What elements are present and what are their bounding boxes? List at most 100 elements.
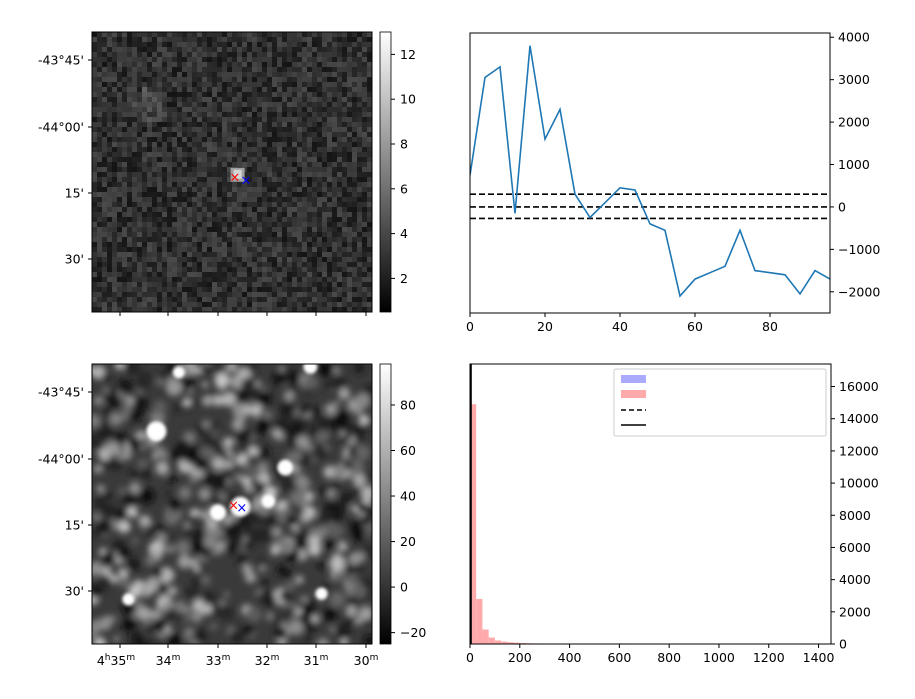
filter-pixel bbox=[302, 257, 308, 263]
filter-pixel bbox=[197, 202, 203, 208]
filter-pixel bbox=[302, 272, 308, 278]
filter-pixel bbox=[287, 82, 293, 88]
filter-pixel bbox=[107, 262, 113, 268]
filter-pixel bbox=[277, 37, 283, 43]
filter-pixel bbox=[297, 157, 303, 163]
histogram-bar-detection bbox=[501, 641, 508, 644]
gleam-sources bbox=[122, 364, 328, 606]
filter-pixel bbox=[172, 227, 178, 233]
filter-pixel bbox=[167, 252, 173, 258]
filter-pixel bbox=[202, 122, 208, 128]
filter-pixel bbox=[307, 167, 313, 173]
filter-pixel bbox=[307, 252, 313, 258]
filter-pixel bbox=[222, 302, 228, 308]
filter-pixel bbox=[297, 217, 303, 223]
filter-pixel bbox=[217, 87, 223, 93]
filter-pixel bbox=[92, 137, 98, 143]
filter-pixel bbox=[127, 47, 133, 53]
filter-pixel bbox=[212, 52, 218, 58]
filter-pixel bbox=[157, 72, 163, 78]
filter-pixel bbox=[367, 307, 373, 313]
filter-pixel bbox=[307, 262, 313, 268]
filter-pixel bbox=[342, 37, 348, 43]
filter-pixel bbox=[232, 187, 238, 193]
filter-pixel bbox=[97, 37, 103, 43]
filter-pixel bbox=[282, 167, 288, 173]
filter-pixel bbox=[342, 157, 348, 163]
filter-pixel bbox=[252, 222, 258, 228]
gleam-noise-blob bbox=[199, 602, 213, 615]
filter-pixel bbox=[192, 117, 198, 123]
filter-pixel bbox=[282, 197, 288, 203]
filter-pixel bbox=[217, 32, 223, 38]
filter-pixel bbox=[367, 57, 373, 63]
filter-pixel bbox=[122, 217, 128, 223]
filter-pixel bbox=[147, 242, 153, 248]
filter-pixel bbox=[337, 257, 343, 263]
filter-pixel bbox=[257, 132, 263, 138]
filter-pixel bbox=[367, 122, 373, 128]
filter-pixel bbox=[227, 242, 233, 248]
filter-pixel bbox=[352, 162, 358, 168]
gleam-noise-blob bbox=[257, 446, 270, 459]
gleam-noise-blob bbox=[259, 514, 271, 526]
gleam-x-tick-label: 32m bbox=[255, 653, 280, 668]
filter-pixel bbox=[257, 117, 263, 123]
filter-pixel bbox=[332, 172, 338, 178]
filter-pixel bbox=[192, 57, 198, 63]
filter-pixel bbox=[237, 112, 243, 118]
filter-pixel bbox=[327, 247, 333, 253]
filter-pixel bbox=[167, 92, 173, 98]
filter-pixel bbox=[207, 117, 213, 123]
filter-pixel bbox=[152, 82, 158, 88]
filter-pixel bbox=[237, 222, 243, 228]
filter-pixel bbox=[242, 67, 248, 73]
filter-pixel bbox=[337, 97, 343, 103]
filter-pixel bbox=[352, 262, 358, 268]
filter-pixel bbox=[277, 82, 283, 88]
filter-pixel bbox=[357, 117, 363, 123]
filter-pixel bbox=[147, 137, 153, 143]
filter-pixel bbox=[337, 67, 343, 73]
filter-pixel bbox=[112, 127, 118, 133]
gleam-noise-blob bbox=[285, 514, 297, 526]
filter-pixel bbox=[187, 107, 193, 113]
filter-pixel bbox=[302, 217, 308, 223]
filter-pixel bbox=[257, 197, 263, 203]
filter-pixel bbox=[152, 177, 158, 183]
filter-pixel bbox=[287, 192, 293, 198]
filter-pixel bbox=[162, 67, 168, 73]
filter-pixel bbox=[207, 97, 213, 103]
filter-pixel bbox=[147, 167, 153, 173]
filter-pixel bbox=[112, 67, 118, 73]
filter-pixel bbox=[177, 217, 183, 223]
filter-pixel bbox=[147, 182, 153, 188]
filter-pixel bbox=[222, 307, 228, 313]
filter-pixel bbox=[192, 122, 198, 128]
filter-pixel bbox=[322, 37, 328, 43]
filter-pixel bbox=[182, 297, 188, 303]
gleam-noise-blob bbox=[229, 629, 244, 644]
filter-pixel bbox=[367, 107, 373, 113]
filter-pixel bbox=[237, 212, 243, 218]
filter-pixel bbox=[182, 67, 188, 73]
filter-pixel bbox=[212, 62, 218, 68]
filter-pixel bbox=[332, 192, 338, 198]
filter-pixel bbox=[262, 227, 268, 233]
filter-pixel bbox=[172, 102, 178, 108]
filter-pixel bbox=[337, 132, 343, 138]
filter-pixel bbox=[277, 147, 283, 153]
filter-pixel bbox=[352, 252, 358, 258]
filter-pixel bbox=[222, 222, 228, 228]
filter-pixel bbox=[122, 82, 128, 88]
filter-pixel bbox=[232, 287, 238, 293]
filter-pixel bbox=[282, 162, 288, 168]
gleam-noise-blob bbox=[129, 469, 138, 477]
gleam-colorbar-tick-label: 20 bbox=[400, 534, 416, 549]
filter-pixel bbox=[137, 67, 143, 73]
filter-pixel bbox=[212, 307, 218, 313]
filter-pixel bbox=[262, 127, 268, 133]
filter-pixel bbox=[317, 67, 323, 73]
filter-pixel bbox=[367, 292, 373, 298]
gleam-noise-blob bbox=[317, 561, 326, 570]
